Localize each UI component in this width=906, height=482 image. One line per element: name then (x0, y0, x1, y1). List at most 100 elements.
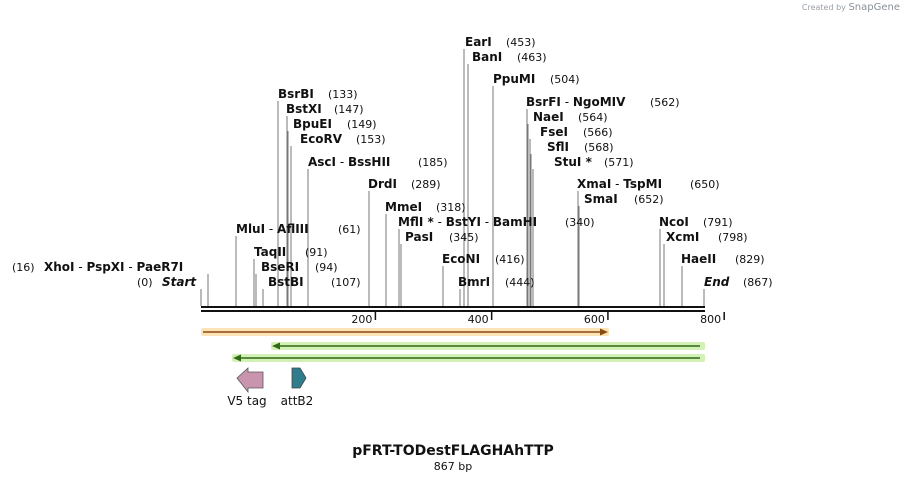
site-name: TaqII (254, 245, 286, 259)
site-position: (289) (411, 178, 441, 191)
site-name: XmaI - TspMI (577, 177, 662, 191)
site-name: End (704, 275, 730, 289)
site-label-pasi[interactable]: PasI (345) (405, 230, 479, 244)
site-position: (564) (578, 111, 608, 124)
site-position: (94) (315, 261, 338, 274)
site-labels: EarI (453)BanI (463)PpuMI (504)BsrBI (133)Bs… (12, 35, 773, 289)
site-label-mlui[interactable]: MluI - AflIII (61) (236, 222, 361, 236)
site-label-start[interactable]: Start (0) (137, 275, 197, 289)
site-label-fsei[interactable]: FseI (566) (540, 125, 613, 139)
site-label-haeii[interactable]: HaeII (829) (681, 252, 765, 266)
site-label-ppumi[interactable]: PpuMI (504) (493, 72, 580, 86)
site-position: (107) (331, 276, 361, 289)
site-label-naei[interactable]: NaeI (564) (533, 110, 608, 124)
site-name: NaeI (533, 110, 564, 124)
site-position: (562) (650, 96, 680, 109)
site-label-econi[interactable]: EcoNI (416) (442, 252, 525, 266)
site-label-ncoi[interactable]: NcoI (791) (659, 215, 733, 229)
site-position: (568) (584, 141, 614, 154)
feature-label-v5-tag: V5 tag (227, 394, 266, 408)
site-position: (0) (137, 276, 153, 289)
site-label-ecorv[interactable]: EcoRV (153) (300, 132, 386, 146)
site-label-bstxi[interactable]: BstXI (147) (286, 102, 364, 116)
site-position: (566) (583, 126, 613, 139)
site-name: EcoNI (442, 252, 480, 266)
site-label-bsrbi[interactable]: BsrBI (133) (278, 87, 358, 101)
site-label-bseri[interactable]: BseRI (94) (261, 260, 338, 274)
plasmid-title: pFRT-TODestFLAGHAhTTP (352, 443, 554, 459)
site-name: XhoI - PspXI - PaeR7I (44, 260, 183, 274)
site-label-smai[interactable]: SmaI (652) (584, 192, 664, 206)
site-position: (571) (604, 156, 634, 169)
site-label-xcmi[interactable]: XcmI (798) (666, 230, 748, 244)
site-position: (652) (634, 193, 664, 206)
site-position: (829) (735, 253, 765, 266)
site-label-taqii[interactable]: TaqII (91) (254, 245, 328, 259)
site-label-bpuei[interactable]: BpuEI (149) (293, 117, 377, 131)
site-label-xmai[interactable]: XmaI - TspMI (650) (577, 177, 720, 191)
ruler-tick-label: 600 (584, 313, 605, 326)
site-position: (91) (305, 246, 328, 259)
site-label-asci[interactable]: AscI - BssHII (185) (308, 155, 448, 169)
site-position: (444) (505, 276, 535, 289)
orf-reverse-1[interactable] (271, 342, 705, 350)
plasmid-length: 867 bp (433, 460, 473, 473)
site-name: PpuMI (493, 72, 535, 86)
site-position: (61) (338, 223, 361, 236)
site-name: AscI - BssHII (308, 155, 390, 169)
snapgene-logo-text: SnapGene (848, 2, 900, 13)
site-position: (16) (12, 261, 35, 274)
feature-label-attb2: attB2 (281, 394, 314, 408)
site-name: Start (162, 275, 197, 289)
site-label-bstbi[interactable]: BstBI (107) (268, 275, 361, 289)
site-name: FseI (540, 125, 568, 139)
site-label-bsrfi[interactable]: BsrFI - NgoMIV (562) (526, 95, 680, 109)
site-name: BstXI (286, 102, 322, 116)
site-position: (463) (517, 51, 547, 64)
site-position: (453) (506, 36, 536, 49)
site-position: (318) (436, 201, 466, 214)
feature-v5-tag[interactable]: V5 tag (227, 367, 267, 408)
site-label-mfli[interactable]: MflI * - BstYI - BamHI (340) (398, 215, 595, 229)
site-position: (153) (356, 133, 386, 146)
ruler-tick-label: 200 (351, 313, 372, 326)
site-name: PasI (405, 230, 433, 244)
site-name: BanI (472, 50, 502, 64)
site-name: BseRI (261, 260, 299, 274)
site-name: MluI - AflIII (236, 222, 309, 236)
site-name: HaeII (681, 252, 716, 266)
feature-attb2[interactable]: attB2 (281, 367, 314, 408)
site-label-sfli[interactable]: SflI (568) (547, 140, 614, 154)
site-name: SmaI (584, 192, 618, 206)
site-name: BmrI (458, 275, 490, 289)
site-position: (416) (495, 253, 525, 266)
site-label-mmei[interactable]: MmeI (318) (385, 200, 466, 214)
site-name: BstBI (268, 275, 304, 289)
site-name: EcoRV (300, 132, 343, 146)
site-name: BsrBI (278, 87, 314, 101)
site-position: (867) (743, 276, 773, 289)
site-label-xhoi[interactable]: XhoI - PspXI - PaeR7I (16) (12, 260, 183, 274)
credit-prefix: Created by (801, 3, 846, 12)
site-position: (504) (550, 73, 580, 86)
site-label-stui[interactable]: StuI * (571) (554, 155, 634, 169)
site-label-bmri[interactable]: BmrI (444) (458, 275, 535, 289)
site-name: BsrFI - NgoMIV (526, 95, 626, 109)
orf-forward[interactable] (201, 328, 609, 336)
site-name: EarI (465, 35, 492, 49)
orf-track (201, 328, 705, 362)
site-label-bani[interactable]: BanI (463) (472, 50, 547, 64)
site-label-end[interactable]: End (867) (704, 275, 773, 289)
site-position: (650) (690, 178, 720, 191)
snapgene-credit: Created by SnapGene (802, 2, 900, 13)
ruler-tick-label: 400 (468, 313, 489, 326)
site-name: NcoI (659, 215, 689, 229)
site-label-eari[interactable]: EarI (453) (465, 35, 536, 49)
site-label-drdi[interactable]: DrdI (289) (368, 177, 441, 191)
site-leader-lines (200, 49, 705, 306)
ruler-ticks: 200 400 600 800 (351, 312, 725, 326)
site-position: (345) (449, 231, 479, 244)
site-name: MmeI (385, 200, 422, 214)
orf-reverse-2[interactable] (232, 354, 705, 362)
site-position: (791) (703, 216, 733, 229)
